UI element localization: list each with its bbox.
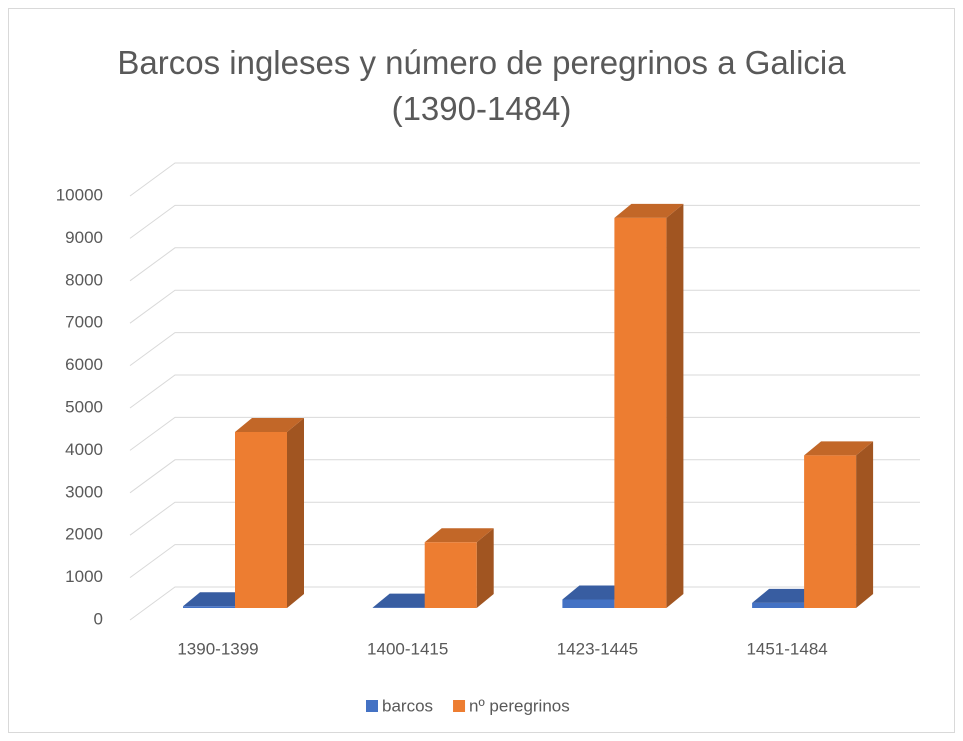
bar-top: [562, 585, 632, 600]
bar: [614, 203, 684, 609]
bar-front: [804, 455, 857, 608]
bar-side: [856, 441, 874, 608]
bar-front: [614, 217, 667, 609]
bar-side: [666, 203, 684, 609]
bar-side: [476, 528, 494, 608]
bar-front: [235, 432, 287, 608]
y-tick-label: 2000: [65, 525, 103, 544]
bar-top: [752, 588, 822, 603]
legend-swatch: [366, 700, 378, 712]
chart-title: Barcos ingleses y número de peregrinos a…: [117, 44, 846, 127]
bar-top: [235, 418, 304, 433]
bar-front: [424, 542, 477, 608]
y-tick-label: 5000: [65, 397, 103, 416]
y-tick-label: 7000: [65, 313, 103, 332]
y-tick-label: 9000: [65, 228, 103, 247]
bar-front: [183, 606, 235, 608]
y-tick-label: 6000: [65, 355, 103, 374]
bar-front: [752, 602, 805, 608]
y-tick-label: 1000: [65, 567, 103, 586]
bar-top: [614, 203, 684, 218]
legend-swatch: [453, 700, 466, 712]
bar-top: [424, 528, 494, 543]
x-tick-label: 1423-1445: [557, 639, 638, 658]
y-tick-label: 3000: [65, 482, 103, 501]
legend-label: nº peregrinos: [469, 696, 570, 715]
y-tick-label: 8000: [65, 270, 103, 289]
bar-top: [372, 593, 442, 608]
y-tick-label: 10000: [56, 185, 103, 204]
bar-top: [183, 592, 252, 607]
bar: [752, 588, 822, 608]
legend-label: barcos: [382, 696, 433, 715]
y-tick-label: 0: [94, 609, 103, 628]
chart-border: [8, 8, 955, 733]
bar-front: [562, 599, 615, 608]
grid-line: [129, 162, 920, 197]
x-tick-label: 1451-1484: [746, 639, 827, 658]
bar: [235, 418, 304, 608]
x-tick-label: 1390-1399: [177, 639, 258, 658]
bar-side: [287, 418, 304, 608]
x-tick-label: 1400-1415: [367, 639, 448, 658]
bar: [424, 528, 494, 608]
bar: [804, 441, 874, 608]
bar-top: [804, 441, 874, 456]
y-tick-label: 4000: [65, 440, 103, 459]
